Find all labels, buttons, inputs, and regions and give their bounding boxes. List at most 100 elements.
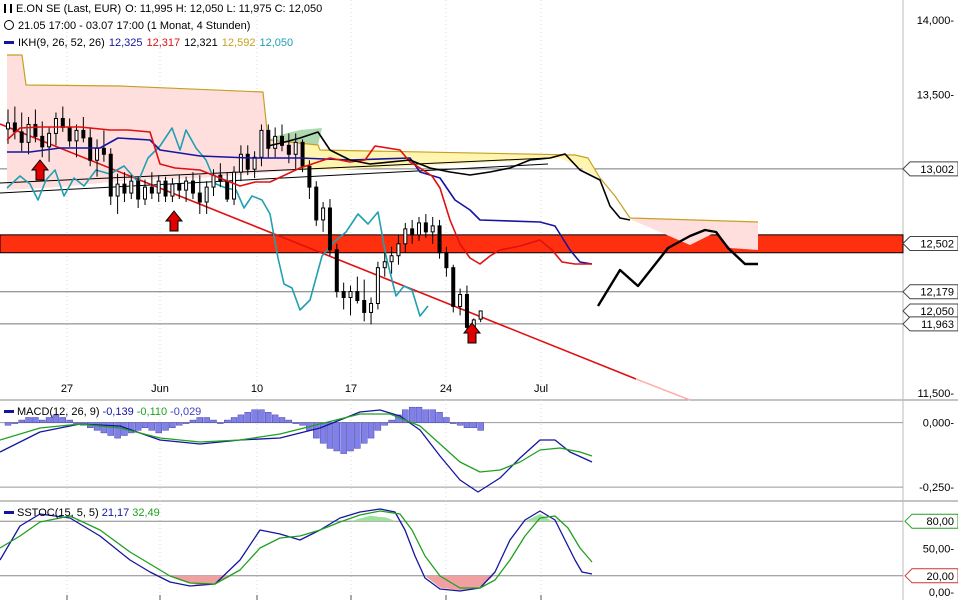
sstoc-k-line (0, 508, 593, 592)
macd-histogram-bar (340, 422, 347, 454)
candle-body (225, 180, 230, 200)
macd-histogram-bar (463, 422, 471, 428)
candle-body (47, 132, 52, 148)
candle-body (423, 222, 428, 233)
candle-body (293, 141, 298, 155)
macd-histogram-bar (326, 422, 334, 449)
y-tick-label: 13,500- (917, 90, 955, 102)
macd-histogram-bar (456, 422, 464, 426)
candle-body (478, 310, 483, 320)
candle-body (362, 299, 367, 313)
macd-value-signal: -0,110 (136, 406, 168, 418)
macd-histogram-bar (415, 406, 423, 423)
macd-histogram-bar (381, 422, 388, 426)
kumo-future (615, 196, 758, 250)
sstoc-header: SSTOC(15, 5, 5) 21,17 32,49 (4, 507, 163, 519)
candles-icon (4, 4, 12, 13)
sstoc-level-tag (904, 513, 958, 529)
macd-label: MACD(12, 26, 9) (17, 406, 100, 418)
sstoc-y-tick: 80,00 (926, 516, 954, 528)
macd-histogram-bar (402, 409, 409, 423)
candle-body (101, 147, 106, 155)
candle-body (232, 171, 237, 200)
macd-histogram-bar (244, 412, 251, 423)
x-tick-label: 24 (440, 383, 452, 395)
candle-body (95, 147, 100, 161)
candle-body (259, 129, 264, 158)
candle-body (300, 141, 305, 167)
candle-body (369, 302, 374, 313)
line-icon (4, 511, 14, 514)
candle-body (403, 228, 408, 245)
macd-histogram-bar (271, 414, 279, 423)
macd-histogram-bar (278, 417, 286, 423)
sstoc-overbought-fill (350, 515, 396, 522)
macd-histogram-bar (374, 422, 382, 431)
candle-body (6, 122, 10, 130)
y-tick-label: 12,050 (920, 306, 954, 318)
macd-y-tick: -0,250- (919, 482, 954, 494)
sstoc-level-tag (904, 568, 958, 584)
macd-histogram-bar (189, 419, 197, 423)
candle-body (266, 129, 271, 149)
ikh-row: IKH(9, 26, 52, 26) 12,325 12,317 12,321 12,5… (4, 37, 297, 50)
macd-histogram-bar (408, 406, 416, 423)
candle-body (19, 131, 24, 143)
macd-histogram-bar (443, 417, 450, 423)
macd-histogram-bar (450, 422, 457, 424)
candle-body (245, 153, 250, 170)
candle-body (437, 225, 442, 254)
ohlc-values: O: 11,995 H: 12,050 L: 11,975 C: 12,050 (125, 3, 323, 15)
macd-histogram-bar (470, 422, 477, 428)
macd-header: MACD(12, 26, 9) -0,139 -0,110 -0,029 (4, 406, 204, 418)
macd-histogram-bar (155, 422, 162, 434)
macd-histogram-bar (134, 422, 142, 431)
candle-body (170, 183, 175, 197)
candle-body (33, 123, 38, 137)
ikh-value-tenkan: 12,325 (108, 37, 143, 49)
price-header: E.ON SE (Last, EUR) O: 11,995 H: 12,050 L… (4, 3, 326, 16)
buy-arrow (164, 210, 184, 232)
candle-body (464, 294, 469, 328)
candle-body (88, 137, 93, 161)
macd-histogram-bar (25, 417, 32, 423)
macd-histogram-bar (196, 417, 204, 423)
price-tag (902, 316, 958, 332)
macd-histogram-bar (361, 422, 368, 444)
candle-body (74, 129, 79, 142)
candle-body (156, 180, 161, 194)
macd-signal-line (0, 413, 593, 473)
candle-body (458, 294, 463, 307)
x-tick-label: Jun (151, 383, 169, 395)
macd-histogram-bar (169, 422, 176, 428)
candle-body (375, 267, 380, 304)
macd-histogram-bar (347, 422, 354, 452)
candle-body (211, 174, 216, 188)
macd-histogram-bar (52, 414, 60, 423)
candle-body (382, 261, 387, 269)
kumo-bearish (7, 55, 300, 190)
candle-body (190, 180, 195, 194)
candle-body (314, 186, 319, 221)
period-text: 21.05 17:00 - 03.07 17:00 (1 Monat, 4 St… (18, 20, 251, 32)
macd-histogram-bar (258, 409, 265, 423)
macd-histogram-bar (182, 422, 190, 424)
sstoc-value-d: 32,49 (132, 507, 160, 519)
ikh-value-chikou-line: 12,321 (184, 37, 218, 49)
macd-histogram-bar (114, 422, 121, 439)
sstoc-overbought-fill (525, 513, 552, 522)
candle-body (355, 291, 360, 301)
macd-histogram-bar (203, 417, 210, 423)
line-icon (4, 41, 14, 44)
projection-line (596, 228, 758, 307)
downtrend-line (0, 123, 637, 380)
candle-body (444, 252, 449, 269)
macd-value-hist: -0,029 (170, 406, 202, 418)
y-tick-label: 12,179 (920, 287, 954, 299)
channel-line (0, 163, 549, 194)
candle-body (12, 122, 17, 133)
macd-histogram-bar (217, 422, 224, 424)
macd-value-line: -0,139 (102, 406, 134, 418)
macd-histogram-bar (367, 422, 375, 439)
candle-body (430, 225, 435, 233)
